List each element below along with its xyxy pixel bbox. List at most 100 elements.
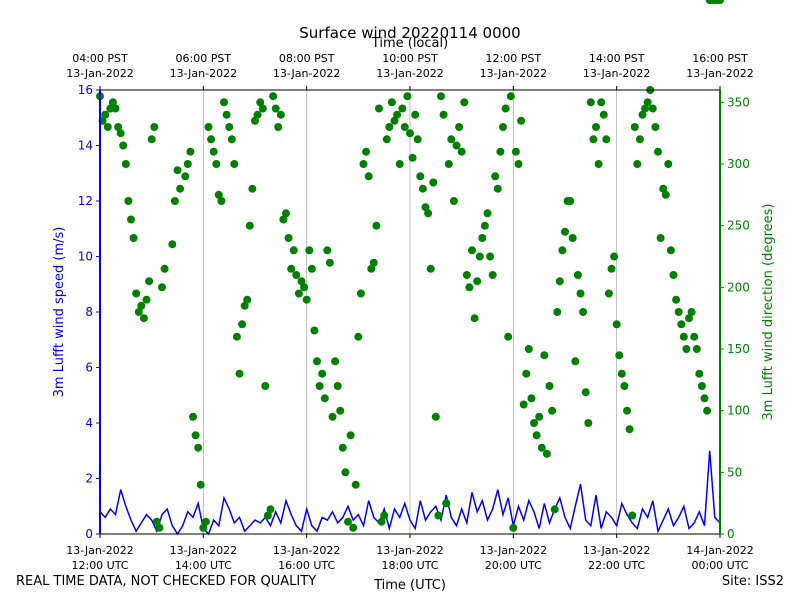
wind-direction-point	[300, 283, 309, 292]
wind-direction-point	[248, 184, 257, 193]
wind-direction-point	[501, 104, 510, 113]
wind-direction-point	[669, 271, 678, 279]
wind-direction-point	[294, 289, 303, 298]
left-y-tick-label: 0	[85, 527, 93, 541]
wind-direction-point	[651, 123, 660, 131]
wind-direction-point	[354, 332, 363, 341]
wind-direction-point	[690, 332, 699, 341]
wind-direction-point	[279, 215, 288, 224]
wind-direction-point	[568, 234, 577, 242]
wind-direction-point	[201, 517, 210, 526]
wind-direction-point	[434, 511, 443, 520]
wind-direction-point	[581, 388, 590, 397]
wind-direction-point	[537, 443, 546, 452]
x-tick-label-date: 13-Jan-2022	[480, 544, 548, 557]
x-tick-label-date: 13-Jan-2022	[376, 544, 444, 557]
wind-direction-point	[641, 104, 650, 113]
wind-direction-point	[209, 147, 218, 156]
wind-direction-point	[418, 184, 427, 193]
wind-direction-point	[251, 116, 259, 125]
wind-direction-point	[307, 264, 316, 273]
wind-direction-point	[470, 314, 479, 323]
wind-direction-point	[189, 412, 197, 421]
x-tick-label-time: 16:00 UTC	[278, 559, 335, 572]
wind-direction-point	[204, 123, 213, 131]
wind-direction-point	[519, 400, 528, 409]
top-tick-label-date: 13-Jan-2022	[170, 67, 238, 80]
x-tick-label-time: 14:00 UTC	[175, 559, 232, 572]
wind-direction-point	[625, 425, 634, 434]
wind-direction-point	[597, 98, 606, 107]
wind-direction-point	[325, 258, 334, 267]
wind-direction-point	[121, 160, 130, 168]
wind-direction-point	[413, 135, 422, 144]
x-tick-label-date: 13-Jan-2022	[66, 544, 134, 557]
wind-direction-point	[338, 443, 347, 452]
top-tick-label-time: 04:00 PST	[72, 52, 128, 65]
wind-direction-point	[313, 357, 321, 366]
site-label: Site: ISS2	[721, 574, 784, 589]
top-tick-label-time: 12:00 PST	[486, 52, 542, 65]
left-y-tick-label: 4	[85, 416, 93, 430]
wind-direction-point	[527, 394, 536, 403]
wind-direction-point	[403, 92, 412, 101]
right-y-tick-label: 0	[727, 527, 735, 541]
wind-direction-point	[276, 110, 285, 119]
wind-direction-point	[643, 98, 652, 107]
wind-direction-point	[654, 147, 662, 156]
wind-direction-point	[672, 295, 681, 304]
wind-direction-point	[375, 104, 383, 113]
top-tick-label-date: 13-Jan-2022	[480, 67, 548, 80]
wind-direction-point	[302, 295, 311, 304]
wind-direction-point	[478, 234, 487, 242]
wind-direction-point	[333, 382, 342, 390]
right-y-tick-label: 150	[727, 342, 750, 356]
wind-direction-point	[661, 190, 670, 199]
right-y-tick-label: 50	[727, 465, 742, 479]
wind-direction-point	[666, 246, 675, 255]
wind-direction-point	[480, 221, 489, 230]
wind-direction-point	[168, 240, 177, 249]
wind-direction-point	[341, 468, 350, 477]
vertical-gridlines	[202, 90, 618, 534]
top-tick-label-date: 13-Jan-2022	[273, 67, 341, 80]
top-tick-label-time: 06:00 PST	[176, 52, 232, 65]
wind-direction-point	[217, 197, 226, 205]
wind-direction-point	[566, 197, 575, 205]
wind-direction-point	[592, 123, 600, 131]
quality-disclaimer: REAL TIME DATA, NOT CHECKED FOR QUALITY	[16, 574, 317, 589]
wind-direction-point	[158, 283, 166, 292]
wind-direction-point	[191, 431, 200, 440]
wind-direction-point	[615, 351, 624, 360]
wind-direction-point	[328, 412, 337, 421]
wind-direction-point	[243, 295, 252, 304]
wind-direction-point	[522, 369, 531, 378]
wind-direction-point	[542, 449, 551, 458]
wind-direction-point	[263, 511, 272, 520]
wind-direction-point	[331, 357, 340, 366]
wind-direction-point	[424, 209, 433, 218]
wind-direction-point	[393, 110, 402, 119]
wind-direction-point	[620, 382, 629, 390]
wind-direction-point	[240, 301, 249, 310]
right-y-tick-label: 200	[727, 280, 750, 294]
wind-direction-point	[124, 197, 133, 205]
wind-direction-point	[429, 178, 438, 187]
wind-direction-point	[261, 382, 270, 390]
wind-direction-point	[617, 369, 626, 378]
wind-direction-point	[444, 160, 453, 168]
wind-direction-point	[271, 104, 280, 113]
wind-direction-point	[687, 308, 696, 316]
wind-direction-point	[548, 406, 557, 415]
wind-direction-point	[486, 252, 495, 261]
wind-direction-point	[372, 221, 381, 230]
right-y-tick-label: 300	[727, 157, 750, 171]
wind-direction-point	[530, 419, 538, 427]
wind-direction-point	[677, 320, 686, 329]
wind-direction-point	[599, 110, 608, 119]
wind-direction-point	[607, 264, 616, 273]
wind-direction-point	[134, 308, 143, 316]
wind-direction-point	[238, 320, 247, 329]
left-y-tick-label: 10	[78, 250, 93, 264]
